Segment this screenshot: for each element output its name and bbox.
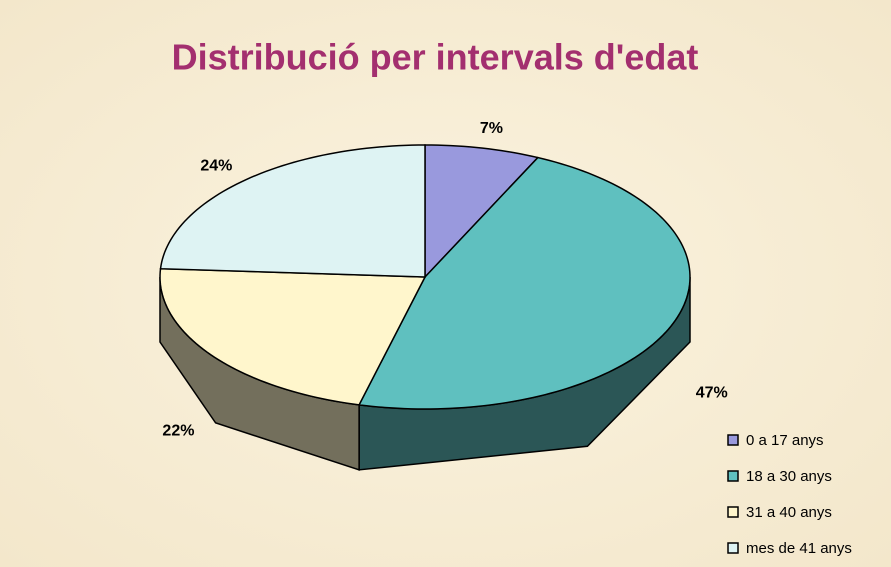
data-label: 22% xyxy=(162,422,194,439)
pie-slice xyxy=(424,144,540,279)
pie-slice xyxy=(159,144,426,278)
legend-swatch xyxy=(727,542,739,554)
legend-swatch xyxy=(727,506,739,518)
pie-slice xyxy=(357,156,691,410)
legend-swatch xyxy=(727,470,739,482)
legend-label: 0 a 17 anys xyxy=(746,432,824,449)
data-label: 7% xyxy=(480,120,503,137)
legend-swatch xyxy=(727,434,739,446)
legend-label: 31 a 40 anys xyxy=(746,504,832,521)
data-label: 47% xyxy=(696,385,728,402)
pie-slice xyxy=(159,267,427,406)
legend-label: mes de 41 anys xyxy=(746,540,852,557)
legend-label: 18 a 30 anys xyxy=(746,468,832,485)
data-label: 24% xyxy=(200,158,232,175)
chart-title: Distribució per intervals d'edat xyxy=(172,37,699,78)
